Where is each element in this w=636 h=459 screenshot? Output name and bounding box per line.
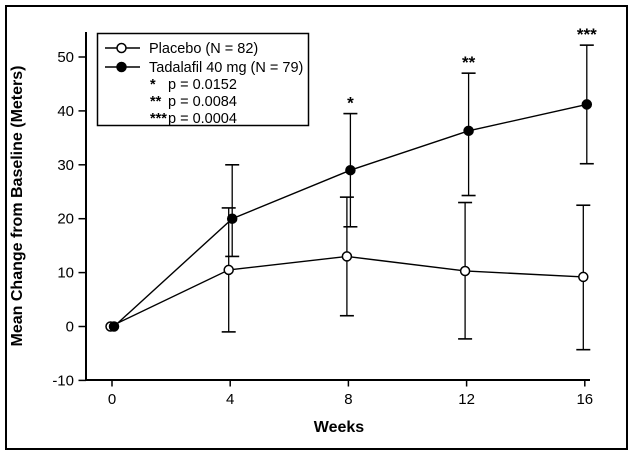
data-point-tadalafil-week-4 — [226, 213, 238, 224]
x-tick-label: 8 — [344, 391, 352, 408]
data-point-tadalafil-week-8 — [345, 164, 356, 176]
data-point-placebo-week-12 — [459, 265, 471, 277]
stat-note-marker-1: * — [150, 77, 156, 93]
data-point-tadalafil-week-16 — [581, 99, 593, 110]
x-tick-label: 12 — [458, 391, 475, 408]
data-point-placebo-week-8 — [341, 251, 353, 262]
legend-label-placebo: Placebo (N = 82) — [149, 41, 258, 57]
x-tick-label: 4 — [226, 391, 234, 408]
legend-open-circle — [116, 42, 127, 54]
data-point-tadalafil-week-0 — [108, 321, 120, 332]
figure-border — [5, 5, 628, 450]
stat-note-marker-2: ** — [150, 94, 162, 110]
y-tick-label: 20 — [57, 211, 74, 228]
y-axis-title: Mean Change from Baseline (Meters) — [9, 66, 26, 347]
data-point-placebo-week-16 — [578, 271, 589, 283]
significance-marker-week-12: ** — [462, 53, 476, 72]
y-tick-label: 50 — [57, 49, 74, 66]
x-axis-title: Weeks — [314, 419, 365, 436]
stat-note-text-2: p = 0.0084 — [168, 94, 237, 110]
y-tick-label: 30 — [57, 157, 74, 174]
data-point-tadalafil-week-12 — [463, 125, 474, 137]
stat-note-marker-3: *** — [150, 111, 167, 127]
legend-label-tadalafil: Tadalafil 40 mg (N = 79) — [149, 60, 303, 76]
x-tick-label: 0 — [108, 391, 116, 408]
y-tick-label: 40 — [57, 103, 74, 120]
significance-marker-week-8: * — [347, 94, 354, 113]
legend-box — [96, 32, 310, 127]
x-tick-label: 16 — [576, 391, 593, 408]
data-point-placebo-week-4 — [223, 264, 234, 276]
significance-marker-week-16: *** — [577, 25, 597, 44]
y-tick-label: 0 — [66, 319, 74, 336]
y-tick-label: 10 — [57, 265, 74, 282]
y-tick-label: -10 — [52, 372, 74, 389]
stat-note-text-3: p = 0.0004 — [168, 111, 237, 127]
stat-note-text-1: p = 0.0152 — [168, 77, 237, 93]
legend-filled-circle — [116, 61, 127, 73]
